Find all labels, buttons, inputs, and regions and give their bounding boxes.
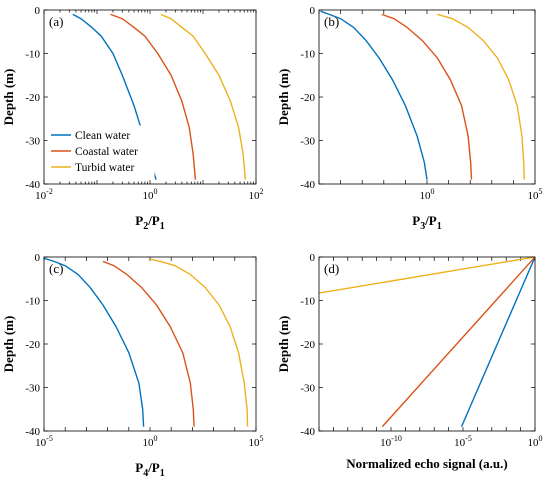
axes-frame bbox=[318, 9, 536, 185]
x-minor-ticks bbox=[43, 257, 257, 431]
y-tick-label: 0 bbox=[310, 252, 316, 264]
legend: Clean water Coastal water Turbid water bbox=[47, 125, 155, 179]
x-tick-label: 100 bbox=[528, 434, 543, 449]
series-line-coastal bbox=[110, 13, 197, 180]
x-minor-ticks bbox=[318, 10, 536, 184]
panel-label: (c) bbox=[49, 261, 63, 276]
y-axis-label: Depth (m) bbox=[1, 316, 16, 373]
y-tick-label: -10 bbox=[300, 296, 315, 308]
x-axis-label: P2/P1 bbox=[135, 213, 165, 232]
y-tick-label: -40 bbox=[300, 179, 315, 191]
y-axis-label: Depth (m) bbox=[1, 69, 16, 126]
y-tick-label: -30 bbox=[25, 136, 40, 148]
chart-panel-2: 0 -10 -20 -30 -40 100 105 (b) Depth (m) P3/P1 bbox=[276, 5, 543, 232]
y-tick-label: -30 bbox=[300, 136, 315, 148]
axes-frame bbox=[43, 256, 257, 432]
x-minor-ticks bbox=[318, 257, 536, 431]
series-line-coastal bbox=[381, 257, 535, 428]
legend-label: Turbid water bbox=[75, 162, 134, 174]
y-tick-label: -20 bbox=[25, 92, 40, 104]
y-tick-label: -20 bbox=[300, 339, 315, 351]
series-line-turbid bbox=[149, 258, 249, 427]
y-axis-label: Depth (m) bbox=[276, 69, 291, 126]
y-tick-label: -10 bbox=[25, 49, 40, 61]
x-tick-label: 105 bbox=[249, 434, 264, 449]
x-tick-label: 105 bbox=[528, 187, 543, 202]
x-tick-label: 100 bbox=[420, 187, 435, 202]
x-tick-label: 100 bbox=[143, 434, 158, 449]
series-line-coastal bbox=[102, 260, 195, 427]
y-tick-label: -10 bbox=[300, 49, 315, 61]
series-line-clean bbox=[460, 257, 535, 427]
y-tick-label: -30 bbox=[25, 383, 40, 395]
x-tick-label: 100 bbox=[143, 187, 158, 202]
x-tick-label: 102 bbox=[249, 187, 264, 202]
legend-label: Coastal water bbox=[75, 146, 138, 158]
y-tick-label: -20 bbox=[25, 339, 40, 351]
axes-frame bbox=[43, 9, 257, 185]
y-tick-label: -40 bbox=[25, 179, 40, 191]
chart-panel-4: 0 -10 -20 -30 -40 10-10 10-5 100 (d) Depth (m) Nor… bbox=[276, 252, 543, 471]
series-line-turbid bbox=[437, 13, 526, 180]
legend-label: Clean water bbox=[75, 130, 130, 142]
y-tick-label: -20 bbox=[300, 92, 315, 104]
series-line-turbid bbox=[160, 13, 247, 180]
y-tick-label: -30 bbox=[300, 383, 315, 395]
y-tick-label: -40 bbox=[25, 426, 40, 438]
y-tick-label: -40 bbox=[300, 426, 315, 438]
x-minor-ticks bbox=[43, 10, 257, 184]
x-axis-label: P3/P1 bbox=[412, 213, 442, 232]
x-axis-label: P4/P1 bbox=[135, 460, 165, 479]
panel-label: (b) bbox=[324, 14, 339, 29]
series-line-clean bbox=[44, 257, 145, 427]
y-tick-label: 0 bbox=[35, 252, 41, 264]
y-axis-label: Depth (m) bbox=[276, 316, 291, 373]
x-tick-label: 10-2 bbox=[35, 187, 53, 202]
series-line-turbid bbox=[319, 257, 535, 294]
series-line-clean bbox=[320, 10, 428, 180]
y-tick-label: 0 bbox=[35, 5, 41, 17]
x-axis-label: Normalized echo signal (a.u.) bbox=[346, 456, 507, 471]
y-tick-label: 0 bbox=[310, 5, 316, 17]
panel-label: (d) bbox=[324, 261, 339, 276]
axes-frame bbox=[318, 256, 536, 432]
x-tick-label: 10-10 bbox=[380, 434, 402, 449]
x-tick-label: 10-5 bbox=[35, 434, 53, 449]
x-tick-label: 10-5 bbox=[454, 434, 472, 449]
series-line-coastal bbox=[381, 13, 473, 180]
panel-label: (a) bbox=[49, 14, 63, 29]
y-tick-label: -10 bbox=[25, 296, 40, 308]
